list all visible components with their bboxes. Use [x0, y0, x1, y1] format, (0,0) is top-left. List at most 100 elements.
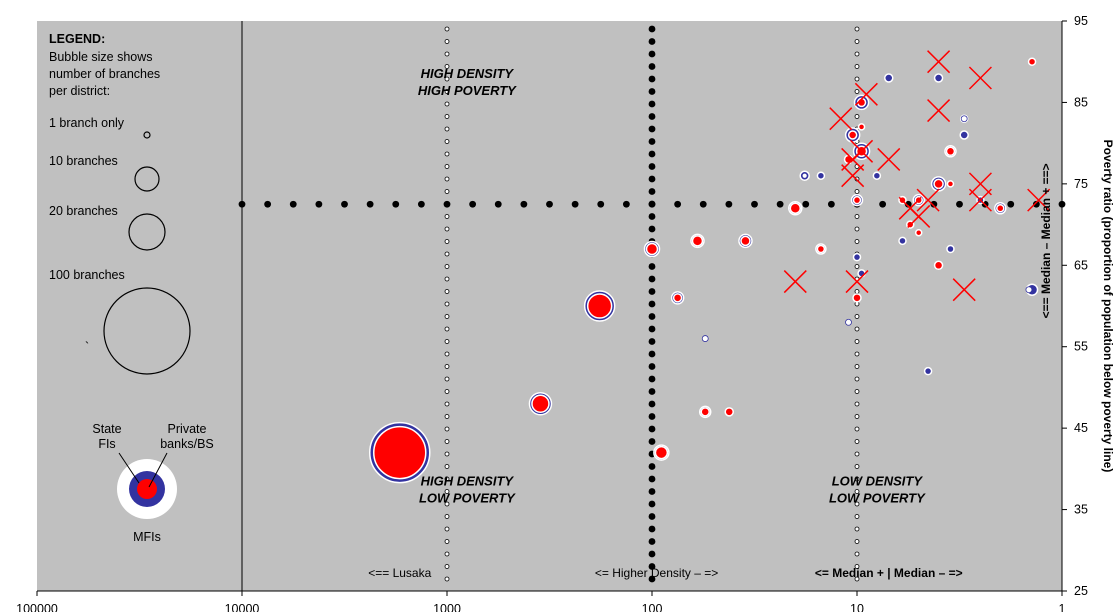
y-axis-label: Poverty ratio (proportion of population …: [1101, 140, 1115, 473]
bubble-mfis: [701, 335, 709, 342]
bubble-private-banks-bs: [933, 260, 944, 271]
dotted-line-marker: [802, 200, 810, 208]
dotted-line-marker: [648, 488, 656, 495]
bubble-state-fis: [923, 366, 933, 376]
bubble-private-banks-bs: [852, 195, 862, 205]
dotted-line-marker: [444, 364, 450, 369]
legend-mfi-label: MFIs: [133, 530, 161, 544]
dotted-line-marker: [930, 200, 938, 208]
legend-private-label: banks/BS: [160, 437, 214, 451]
dotted-line-marker: [444, 239, 450, 244]
bottom-annotation: <= Median + | Median – =>: [815, 566, 963, 580]
dotted-line-marker: [444, 139, 450, 144]
dotted-line-marker: [341, 200, 348, 208]
dotted-line-marker: [648, 325, 656, 333]
bubble-private-banks-bs: [852, 293, 862, 303]
legend-size-circle: [103, 287, 191, 375]
dotted-line-marker: [648, 413, 656, 420]
dotted-line-marker: [854, 26, 860, 32]
dotted-line-marker: [854, 289, 860, 294]
dotted-line-marker: [571, 200, 579, 208]
y-tick-label: 35: [1074, 503, 1088, 517]
bubble-private-banks-bs: [654, 445, 669, 460]
dotted-line-marker: [648, 350, 656, 358]
x-tick-label: 1000: [433, 602, 461, 612]
bottom-annotation: <= Higher Density – =>: [595, 566, 718, 580]
dotted-line-marker: [854, 526, 860, 532]
dotted-line-marker: [289, 200, 297, 208]
cross-marker: [927, 50, 951, 74]
cross-marker: [968, 66, 992, 90]
dotted-line-marker: [444, 314, 450, 319]
legend-size-label: 10 branches: [49, 154, 118, 168]
bubble-state-fis: [898, 236, 907, 246]
dotted-line-marker: [648, 88, 656, 95]
dotted-line-marker: [648, 25, 656, 33]
dotted-line-marker: [444, 226, 450, 232]
cross-marker: [841, 147, 865, 171]
legend-size-label: 1 branch only: [49, 116, 125, 130]
dotted-line-marker: [648, 525, 656, 533]
dotted-line-marker: [444, 439, 450, 444]
dotted-line-marker: [854, 551, 860, 557]
cross-marker: [877, 147, 901, 171]
dotted-line-marker: [366, 200, 374, 208]
reference-dotted-lines: [238, 25, 1066, 583]
dotted-line-marker: [444, 101, 450, 107]
dotted-line-marker: [444, 76, 450, 82]
bubble-private-banks-bs: [700, 407, 710, 417]
dotted-line-marker: [854, 389, 860, 394]
legend-text: Bubble size shows: [49, 50, 153, 64]
dotted-line-marker: [444, 264, 450, 269]
bubble-mfis: [845, 318, 852, 326]
bubble-private-banks-bs: [789, 202, 802, 215]
dotted-line-marker: [648, 263, 656, 270]
dotted-line-marker: [854, 239, 860, 244]
dotted-line-marker: [648, 75, 656, 83]
dotted-line-marker: [444, 151, 450, 157]
dotted-line-marker: [854, 414, 860, 419]
dotted-line-marker: [648, 513, 656, 520]
dotted-line-marker: [648, 463, 656, 470]
dotted-line-marker: [648, 175, 656, 183]
bubble-private-banks-bs: [914, 228, 923, 237]
dotted-line-marker: [648, 563, 656, 570]
legend-size-circle: [134, 166, 160, 192]
bottom-annotations: <== Lusaka <= Higher Density – => <= Media…: [368, 163, 1053, 580]
dotted-line-marker: [444, 164, 450, 169]
dotted-line-marker: [444, 426, 450, 432]
dotted-line-marker: [648, 225, 656, 233]
dotted-line-marker: [699, 200, 707, 208]
dotted-line-marker: [648, 575, 656, 583]
bubble-private-banks-bs: [996, 204, 1005, 213]
dotted-line-marker: [854, 464, 860, 469]
bubble-mfis: [1025, 286, 1033, 294]
dotted-line-marker: [546, 200, 553, 208]
dotted-line-marker: [854, 539, 860, 544]
bubble-private-banks-bs: [945, 146, 956, 157]
dotted-line-marker: [444, 39, 450, 44]
y-tick-label: 75: [1074, 177, 1088, 191]
dotted-line-marker: [444, 489, 450, 494]
bubble-private-banks-bs: [672, 293, 683, 303]
dotted-line-marker: [444, 126, 450, 132]
dotted-line-marker: [648, 63, 656, 70]
dotted-line-marker: [444, 564, 450, 569]
dotted-line-marker: [494, 200, 502, 208]
quadrant-label: HIGH DENSITY: [421, 473, 515, 488]
dotted-line-marker: [648, 150, 656, 158]
bubble-private-banks-bs: [586, 293, 613, 319]
dotted-line-marker: [444, 251, 450, 257]
bottom-annotation: <== Lusaka: [368, 566, 431, 580]
y-tick-label: 65: [1074, 258, 1088, 272]
dotted-line-marker: [392, 200, 400, 208]
dotted-line-marker: [520, 200, 528, 208]
dotted-line-marker: [444, 351, 450, 357]
dotted-line-marker: [956, 200, 963, 208]
dotted-line-marker: [648, 163, 656, 170]
bubble-private-banks-bs: [933, 178, 944, 190]
dotted-line-marker: [469, 200, 477, 208]
quadrant-label: LOW POVERTY: [829, 490, 926, 505]
dotted-line-marker: [444, 276, 450, 282]
